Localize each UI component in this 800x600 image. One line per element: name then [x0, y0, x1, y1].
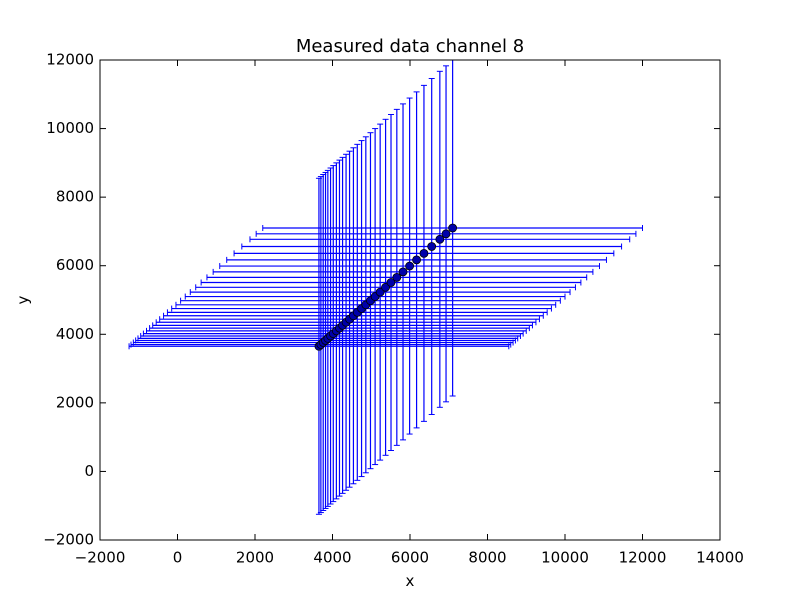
data-point [427, 242, 437, 251]
data-point [392, 272, 402, 282]
x-tick-label: 4000 [313, 549, 351, 567]
x-tick-label: 2000 [236, 549, 274, 567]
x-tick-label: 0 [173, 549, 183, 567]
y-tick-label: 4000 [56, 325, 94, 343]
x-axis-label: x [406, 572, 415, 590]
data-point [412, 255, 421, 265]
chart-title: Measured data channel 8 [296, 36, 524, 57]
y-axis-label: y [14, 295, 32, 304]
data-point [405, 261, 415, 271]
y-tick-label: 12000 [46, 51, 94, 69]
data-point [435, 234, 445, 244]
data-point [448, 223, 458, 233]
x-tick-label: −2000 [75, 549, 126, 567]
data-point [419, 248, 429, 258]
y-tick-label: −2000 [43, 531, 94, 549]
y-tick-label: 0 [84, 462, 94, 480]
data-point [386, 278, 396, 287]
data-point [375, 287, 385, 297]
y-tick-label: 6000 [56, 256, 94, 274]
x-tick-label: 10000 [541, 549, 589, 567]
plot-area [128, 60, 643, 515]
y-tick-label: 8000 [56, 188, 94, 206]
data-point [398, 267, 408, 277]
x-tick-label: 12000 [619, 549, 667, 567]
y-tick-label: 2000 [56, 393, 94, 411]
y-tick-label: 10000 [46, 119, 94, 137]
x-tick-label: 6000 [391, 549, 429, 567]
x-tick-label: 14000 [696, 549, 744, 567]
x-tick-label: 8000 [468, 549, 506, 567]
data-point [441, 229, 451, 239]
data-point [381, 282, 390, 292]
